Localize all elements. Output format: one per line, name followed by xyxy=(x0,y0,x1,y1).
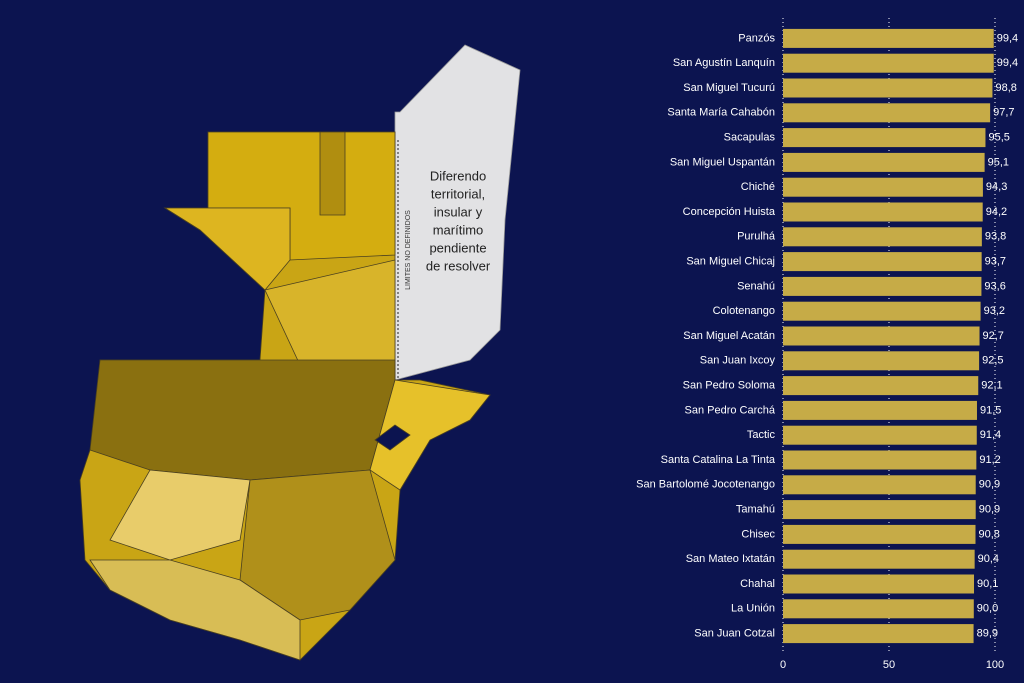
category-label: San Miguel Chicaj xyxy=(686,256,775,268)
bar xyxy=(783,326,980,346)
category-label: San Agustín Lanquín xyxy=(673,57,775,69)
value-label: 92,1 xyxy=(981,380,1002,392)
category-label: San Pedro Soloma xyxy=(683,380,776,392)
category-label: Tactic xyxy=(747,429,776,441)
dispute-line: pendiente xyxy=(429,240,486,255)
dispute-line: marítimo xyxy=(433,222,484,237)
bar xyxy=(783,500,976,520)
category-label: La Unión xyxy=(731,603,775,615)
bar xyxy=(783,624,974,644)
value-label: 91,2 xyxy=(979,454,1000,466)
dispute-line: territorial, xyxy=(431,186,485,201)
value-label: 92,7 xyxy=(983,330,1004,342)
x-tick-label: 50 xyxy=(883,659,895,671)
category-label: Colotenango xyxy=(713,305,775,317)
bar xyxy=(783,227,982,247)
bar xyxy=(783,450,977,470)
value-label: 93,6 xyxy=(984,280,1005,292)
x-tick-label: 0 xyxy=(780,659,786,671)
map-notice: LIMITES NO DEFINIDOS xyxy=(405,210,412,290)
category-label: Purulhá xyxy=(737,231,776,243)
value-label: 90,4 xyxy=(978,553,999,565)
category-label: San Miguel Tucurú xyxy=(683,82,775,94)
value-label: 97,7 xyxy=(993,107,1014,119)
bar xyxy=(783,276,982,296)
bar xyxy=(783,28,994,48)
value-label: 90,1 xyxy=(977,578,998,590)
bar xyxy=(783,475,976,495)
category-label: San Mateo Ixtatán xyxy=(686,553,775,565)
value-label: 89,9 xyxy=(977,628,998,640)
value-label: 93,7 xyxy=(985,256,1006,268)
value-label: 99,4 xyxy=(997,57,1018,69)
value-label: 92,5 xyxy=(982,355,1003,367)
value-label: 90,9 xyxy=(979,479,1000,491)
category-label: San Pedro Carchá xyxy=(685,404,776,416)
value-label: 95,5 xyxy=(988,132,1009,144)
bar xyxy=(783,599,974,619)
bar xyxy=(783,53,994,73)
bar xyxy=(783,202,983,222)
bar xyxy=(783,549,975,569)
bar xyxy=(783,252,982,272)
category-label: San Miguel Acatán xyxy=(683,330,775,342)
bar xyxy=(783,152,985,172)
bar-chart: 0 50 100 Panzós 99,4 San Agustín Lanquín 99,4 S… xyxy=(636,18,1018,671)
category-label: San Juan Ixcoy xyxy=(700,355,776,367)
bar xyxy=(783,400,977,420)
value-label: 91,4 xyxy=(980,429,1001,441)
category-label: San Miguel Uspantán xyxy=(670,156,775,168)
bar xyxy=(783,78,993,98)
bar xyxy=(783,301,981,321)
value-label: 90,9 xyxy=(979,504,1000,516)
category-label: Panzós xyxy=(738,32,775,44)
map xyxy=(79,44,521,661)
category-label: Santa María Cahabón xyxy=(667,107,775,119)
bar xyxy=(783,177,983,197)
bar xyxy=(783,103,991,123)
value-label: 94,3 xyxy=(986,181,1007,193)
bar xyxy=(783,425,977,445)
category-label: Chisec xyxy=(741,528,775,540)
value-label: 98,8 xyxy=(995,82,1016,94)
value-label: 90,8 xyxy=(978,528,999,540)
value-label: 94,2 xyxy=(986,206,1007,218)
value-label: 95,1 xyxy=(988,156,1009,168)
category-label: Sacapulas xyxy=(724,132,776,144)
dispute-text: Diferendo territorial, insular y marítimo pe… xyxy=(426,168,491,273)
x-tick-label: 100 xyxy=(986,659,1004,671)
bar xyxy=(783,376,979,396)
category-label: Concepción Huista xyxy=(683,206,776,218)
bar xyxy=(783,524,976,544)
bar xyxy=(783,128,986,148)
value-label: 99,4 xyxy=(997,32,1018,44)
value-label: 91,5 xyxy=(980,404,1001,416)
category-label: San Juan Cotzal xyxy=(694,628,775,640)
value-label: 93,2 xyxy=(984,305,1005,317)
dispute-line: Diferendo xyxy=(430,168,486,183)
dispute-line: de resolver xyxy=(426,258,491,273)
value-label: 93,8 xyxy=(985,231,1006,243)
bar xyxy=(783,351,980,371)
bar xyxy=(783,574,975,594)
category-label: Chiché xyxy=(741,181,775,193)
value-label: 90,0 xyxy=(977,603,998,615)
category-label: Tamahú xyxy=(736,504,775,516)
category-label: Senahú xyxy=(737,280,775,292)
category-label: Santa Catalina La Tinta xyxy=(661,454,776,466)
category-label: San Bartolomé Jocotenango xyxy=(636,479,775,491)
dispute-line: insular y xyxy=(434,204,483,219)
category-label: Chahal xyxy=(740,578,775,590)
